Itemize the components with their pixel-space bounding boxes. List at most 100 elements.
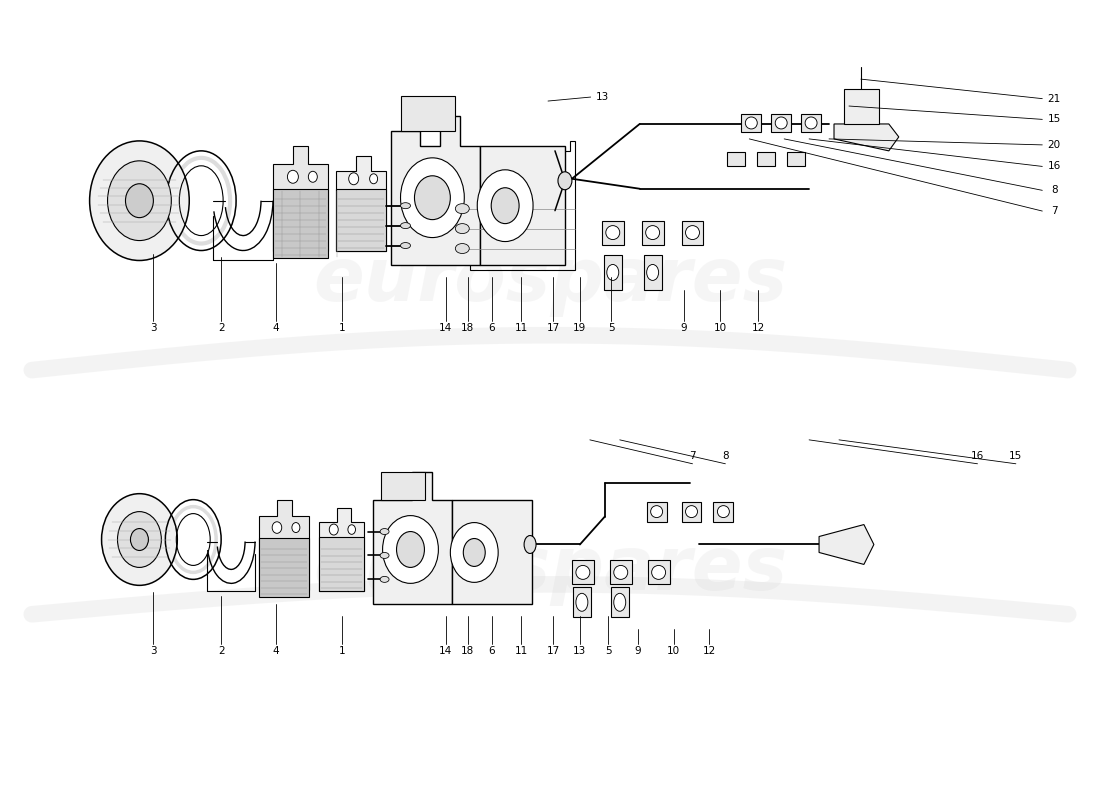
Text: 11: 11 (515, 646, 528, 656)
Ellipse shape (477, 170, 534, 242)
Text: 20: 20 (1047, 140, 1060, 150)
Polygon shape (481, 146, 565, 266)
Polygon shape (319, 508, 364, 591)
Text: 17: 17 (547, 323, 560, 334)
Text: 2: 2 (218, 323, 224, 334)
Ellipse shape (650, 506, 662, 518)
Bar (609, 561, 631, 584)
Ellipse shape (292, 522, 300, 533)
Ellipse shape (455, 224, 470, 234)
Ellipse shape (400, 158, 464, 238)
Ellipse shape (400, 202, 410, 209)
Text: 8: 8 (722, 451, 728, 461)
Bar (647, 502, 667, 522)
Ellipse shape (685, 506, 697, 518)
Text: 4: 4 (273, 323, 279, 334)
Ellipse shape (717, 506, 729, 518)
Text: 9: 9 (635, 646, 641, 656)
Bar (644, 254, 661, 290)
Bar (788, 152, 805, 166)
Ellipse shape (576, 594, 587, 611)
Text: 5: 5 (608, 323, 615, 334)
Text: 7: 7 (1050, 206, 1057, 216)
Bar (604, 254, 622, 290)
Ellipse shape (125, 184, 153, 218)
Bar (757, 152, 776, 166)
Bar (714, 502, 734, 522)
Text: 10: 10 (668, 646, 681, 656)
Ellipse shape (349, 173, 359, 185)
Polygon shape (390, 116, 481, 266)
Ellipse shape (118, 512, 162, 567)
Text: 14: 14 (439, 646, 452, 656)
Ellipse shape (381, 553, 389, 558)
Ellipse shape (685, 226, 700, 239)
Text: 8: 8 (1050, 186, 1057, 195)
Polygon shape (844, 89, 879, 124)
Bar (319, 537, 364, 591)
Bar (336, 189, 386, 250)
Text: 1: 1 (339, 646, 345, 656)
Text: 19: 19 (573, 323, 586, 334)
Polygon shape (373, 472, 452, 604)
Bar (602, 221, 624, 245)
Bar (727, 152, 746, 166)
Text: 15: 15 (1047, 114, 1060, 124)
Text: eurospares: eurospares (312, 533, 788, 606)
Ellipse shape (308, 171, 317, 182)
Ellipse shape (646, 226, 660, 239)
Ellipse shape (272, 522, 282, 534)
Text: 6: 6 (488, 323, 495, 334)
Ellipse shape (614, 594, 626, 611)
Ellipse shape (131, 529, 149, 550)
Ellipse shape (455, 204, 470, 214)
Ellipse shape (492, 188, 519, 224)
Ellipse shape (370, 174, 377, 184)
Text: 5: 5 (605, 646, 612, 656)
Polygon shape (820, 525, 873, 565)
Ellipse shape (329, 524, 338, 535)
Ellipse shape (348, 525, 355, 534)
Text: 3: 3 (150, 323, 156, 334)
Bar (573, 587, 591, 618)
Text: 1: 1 (339, 323, 345, 334)
Ellipse shape (647, 265, 659, 281)
Ellipse shape (558, 172, 572, 190)
Bar (741, 114, 761, 132)
Ellipse shape (108, 161, 172, 241)
Text: 2: 2 (218, 646, 224, 656)
Ellipse shape (524, 535, 536, 554)
Text: 16: 16 (1047, 162, 1060, 171)
Polygon shape (834, 124, 899, 151)
Bar (258, 538, 309, 598)
Text: 18: 18 (461, 646, 474, 656)
Text: 10: 10 (713, 323, 726, 334)
Ellipse shape (455, 243, 470, 254)
Ellipse shape (606, 226, 619, 239)
Bar (610, 587, 629, 618)
Text: 15: 15 (1010, 451, 1023, 461)
Bar (682, 221, 704, 245)
Ellipse shape (287, 170, 298, 183)
Text: 18: 18 (461, 323, 474, 334)
Bar (801, 114, 821, 132)
Ellipse shape (746, 117, 757, 129)
Text: 21: 21 (1047, 94, 1060, 104)
Ellipse shape (576, 566, 590, 579)
Text: 4: 4 (273, 646, 279, 656)
Bar (648, 561, 670, 584)
Ellipse shape (805, 117, 817, 129)
Ellipse shape (381, 529, 389, 534)
Text: 9: 9 (681, 323, 688, 334)
Ellipse shape (383, 515, 439, 583)
Ellipse shape (89, 141, 189, 261)
Text: 12: 12 (702, 646, 716, 656)
Text: 14: 14 (439, 323, 452, 334)
Text: 17: 17 (547, 646, 560, 656)
Text: 7: 7 (690, 451, 696, 461)
Bar (273, 189, 328, 258)
Ellipse shape (651, 566, 666, 579)
Text: 12: 12 (751, 323, 764, 334)
Polygon shape (273, 146, 328, 250)
Ellipse shape (400, 242, 410, 249)
